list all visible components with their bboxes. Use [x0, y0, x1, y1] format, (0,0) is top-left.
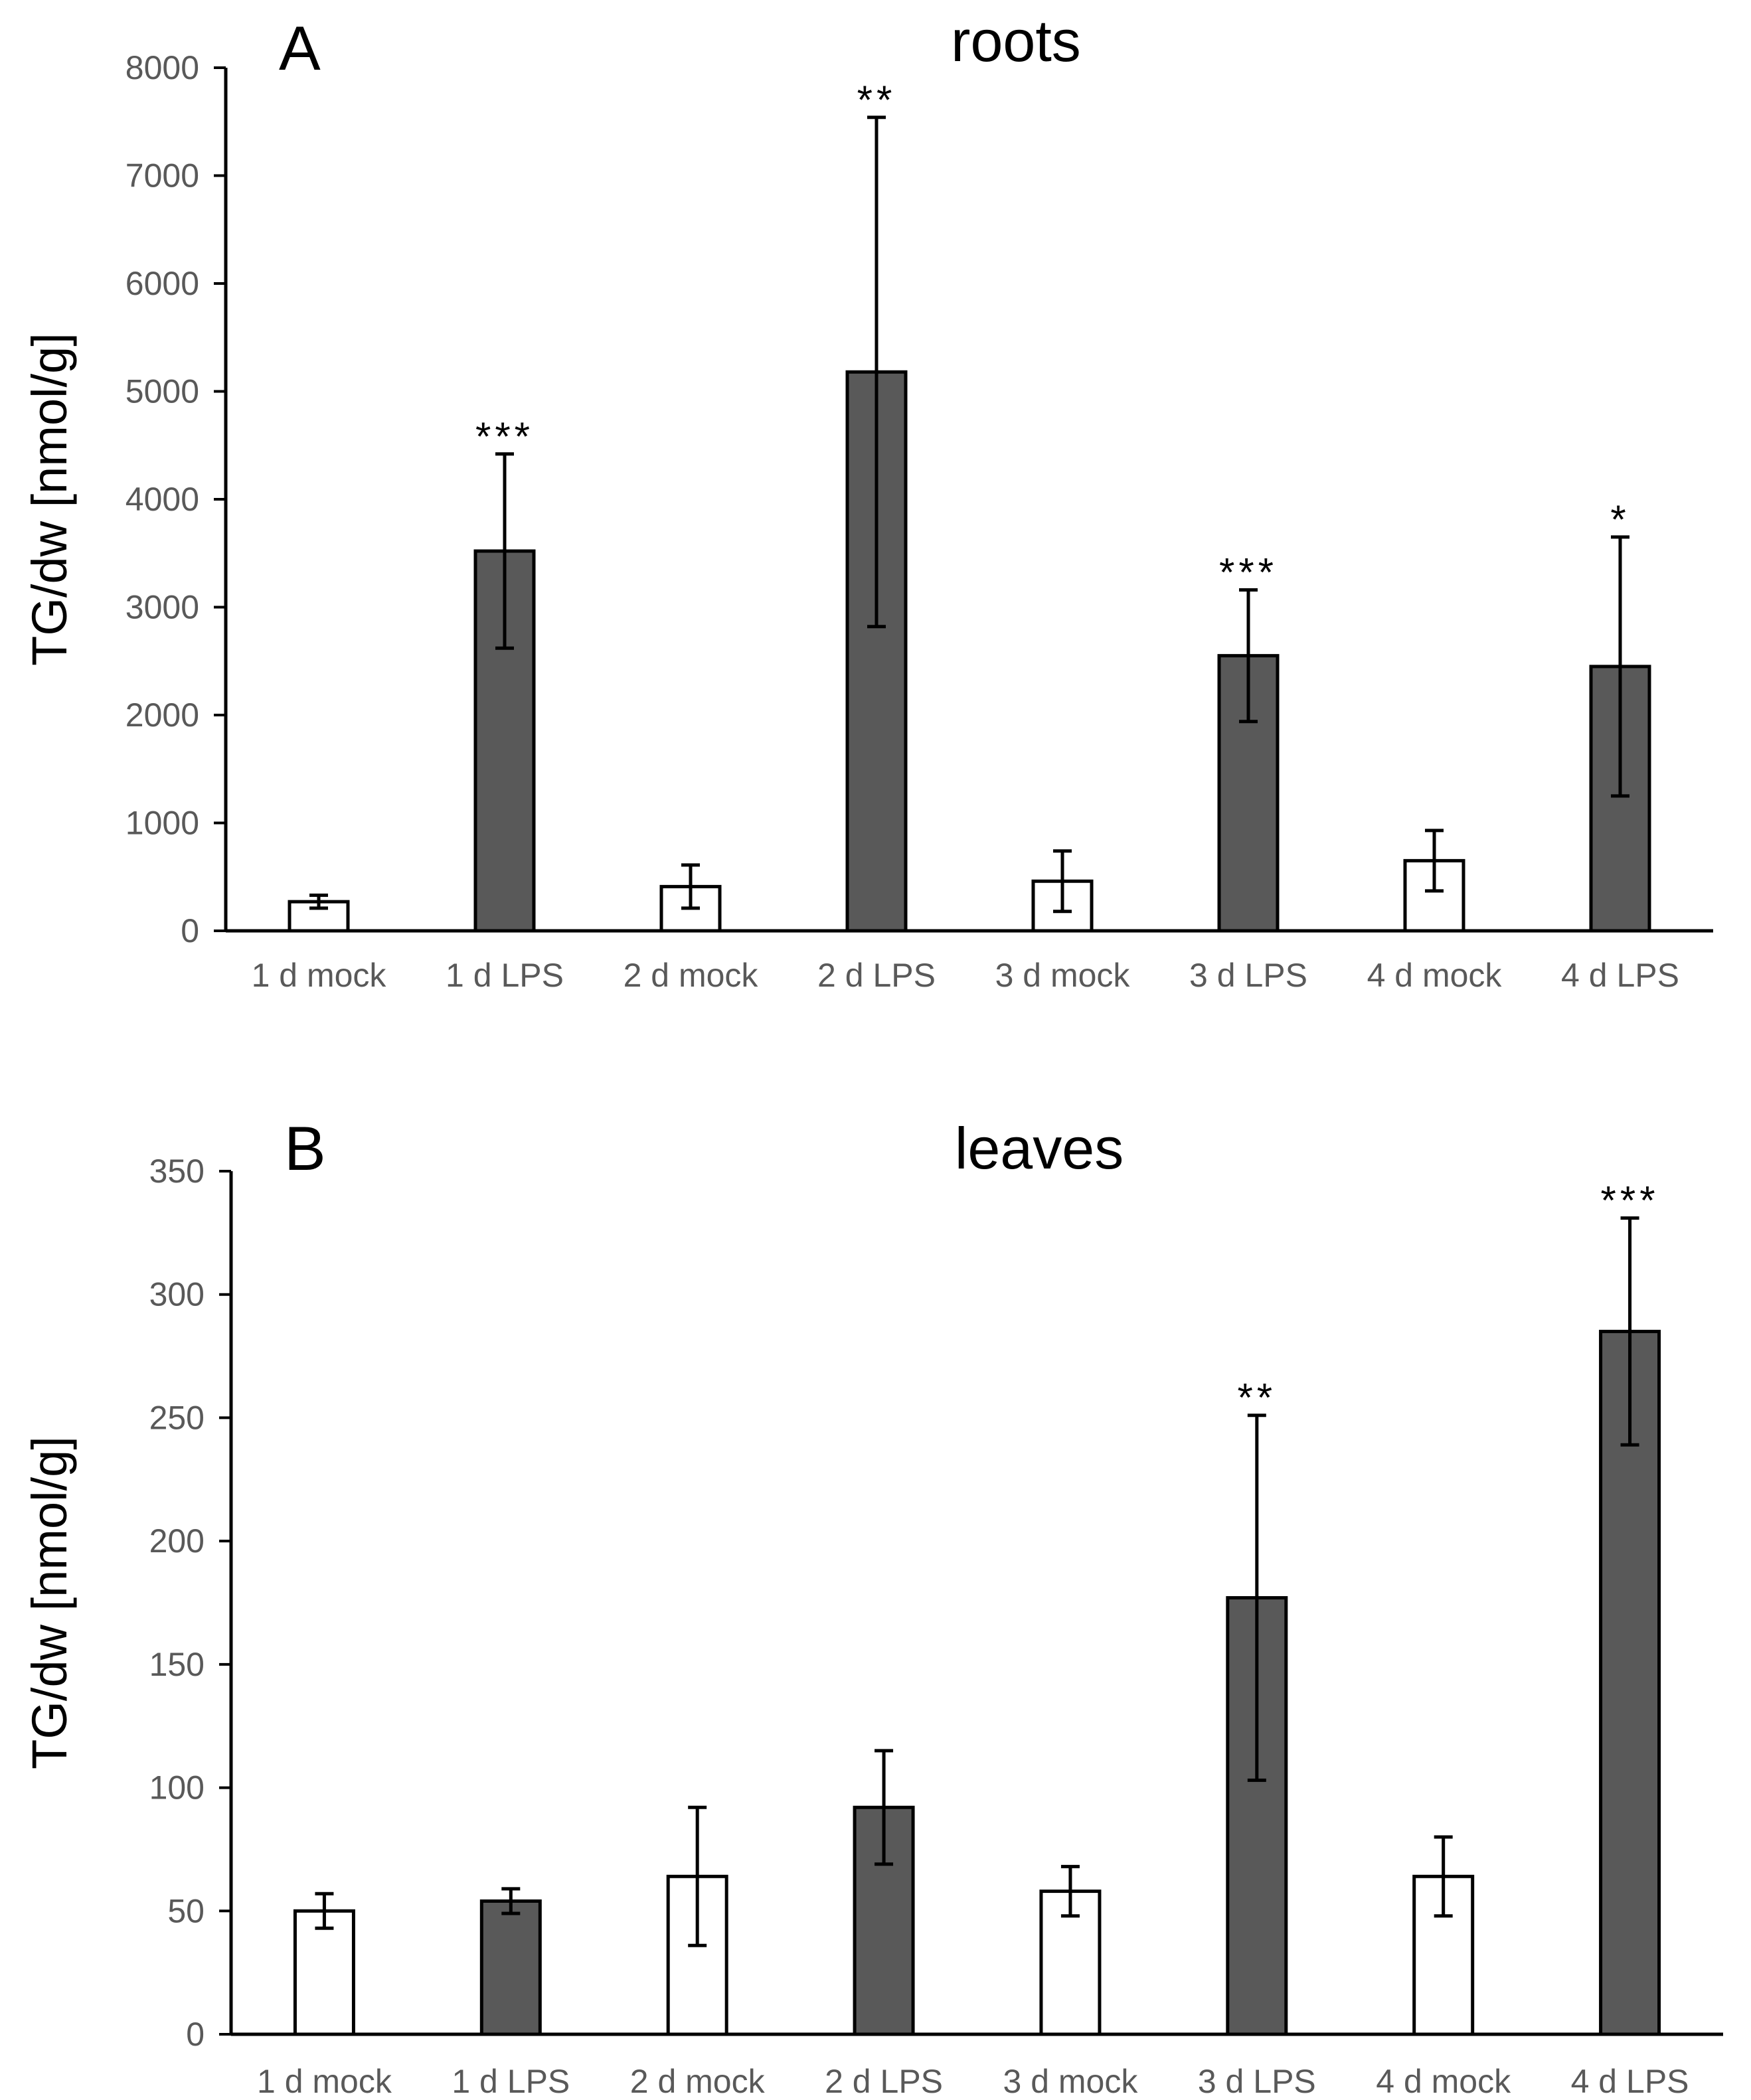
x-tick-label: 4 d mock	[1367, 957, 1503, 994]
x-tick-label: 4 d mock	[1376, 2063, 1511, 2100]
y-tick-label: 6000	[125, 265, 199, 302]
x-tick-label: 2 d mock	[624, 957, 759, 994]
y-tick-label: 7000	[125, 157, 199, 195]
x-tick-label: 3 d LPS	[1198, 2063, 1316, 2100]
y-axis-label: TG/dw [nmol/g]	[22, 333, 77, 666]
chart-title: roots	[951, 8, 1081, 74]
x-tick-label: 4 d LPS	[1561, 957, 1679, 994]
x-tick-label: 1 d LPS	[452, 2063, 570, 2100]
chart-title: leaves	[955, 1115, 1124, 1181]
significance-marker: **	[857, 78, 896, 122]
x-tick-label: 4 d LPS	[1571, 2063, 1689, 2100]
significance-marker: **	[1237, 1376, 1276, 1420]
x-tick-label: 1 d mock	[257, 2063, 392, 2100]
y-tick-label: 4000	[125, 481, 199, 518]
x-tick-label: 3 d LPS	[1189, 957, 1307, 994]
x-tick-label: 1 d mock	[252, 957, 387, 994]
panel-label: B	[284, 1113, 326, 1183]
y-tick-label: 2000	[125, 696, 199, 734]
y-tick-label: 300	[149, 1276, 205, 1313]
panel-label: A	[279, 13, 321, 83]
x-tick-label: 2 d mock	[630, 2063, 766, 2100]
y-tick-label: 150	[149, 1646, 205, 1683]
x-tick-label: 3 d mock	[995, 957, 1131, 994]
chart-panel-b: 0 50 100 150 200 250 300 350 TG/dw [nmol/g] leave…	[22, 1113, 1723, 2100]
significance-marker: ***	[1601, 1178, 1659, 1223]
y-tick-label: 50	[167, 1892, 205, 1929]
y-tick-label: 0	[181, 912, 199, 949]
significance-marker: ***	[475, 414, 534, 459]
y-tick-label: 350	[149, 1153, 205, 1190]
x-tick-label: 1 d LPS	[446, 957, 564, 994]
bar-2	[479, 1899, 542, 2036]
y-tick-label: 3000	[125, 589, 199, 626]
chart-panel-a: 0 1000 2000 3000 4000 5000 6000 7000 8000 TG/dw […	[22, 8, 1713, 994]
y-tick-label: 1000	[125, 805, 199, 842]
y-tick-label: 0	[186, 2016, 205, 2053]
x-tick-label: 2 d LPS	[817, 957, 936, 994]
y-axis-label: TG/dw [nmol/g]	[22, 1436, 77, 1769]
bar-4	[845, 370, 908, 933]
y-tick-label: 100	[149, 1769, 205, 1807]
x-tick-label: 2 d LPS	[825, 2063, 943, 2100]
y-tick-label: 5000	[125, 373, 199, 410]
significance-marker: ***	[1219, 550, 1278, 595]
y-tick-label: 200	[149, 1522, 205, 1560]
y-tick-label: 250	[149, 1399, 205, 1436]
bar-8	[1599, 1329, 1661, 2036]
x-tick-label: 3 d mock	[1003, 2063, 1139, 2100]
significance-marker: *	[1610, 497, 1629, 542]
y-tick-label: 8000	[125, 49, 199, 86]
